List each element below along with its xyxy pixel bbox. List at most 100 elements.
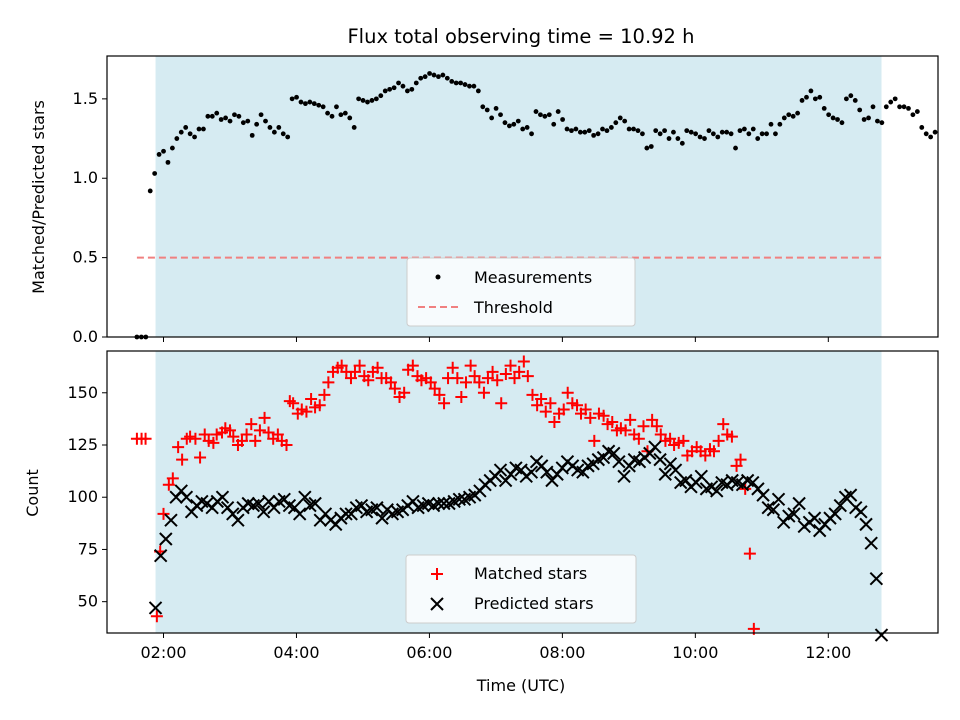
measurement-point [591,132,597,138]
measurement-point [236,113,242,119]
measurement-point [617,115,623,121]
measurement-point [475,88,481,94]
measurement-point [906,105,911,111]
matched-star-point [176,453,189,466]
matched-star-point [739,482,752,495]
measurement-point [320,104,326,110]
matched-star-point [495,397,508,410]
matched-star-point [139,432,152,445]
measurement-point [719,129,725,135]
measurement-point [817,94,823,100]
matched-star-point [353,359,366,372]
measurement-point [458,80,464,86]
measurement-point [520,126,526,132]
measurement-point [316,102,322,108]
measurement-point [280,131,286,137]
matched-star-point [531,399,544,412]
matched-star-point [388,382,401,395]
measurement-point [152,171,158,176]
predicted-star-point [215,490,230,504]
matched-star-point [486,365,499,378]
matched-legend-label: Matched stars [474,564,587,583]
measurement-point [373,96,379,102]
measurement-point [901,104,907,110]
time-x-axis-label: Time (UTC) [476,676,565,695]
measurement-point [351,125,357,130]
measurement-point [506,123,512,129]
measurement-point [196,126,202,132]
predicted-star-point [617,469,631,484]
measurement-point [245,118,251,124]
matched-star-point [579,403,592,416]
ratio-legend: Measurements Threshold [406,257,636,327]
matched-star-point [424,376,437,389]
measurements-legend-marker [435,274,441,280]
matched-star-point [271,428,284,441]
matched-star-point [451,372,464,385]
measurement-point [892,96,898,102]
measurement-point [271,129,277,135]
matched-star-point [198,428,211,441]
measurement-point [382,88,388,94]
predicted-star-point [431,496,446,511]
matched-star-point [513,365,526,378]
matched-star-point [207,436,220,449]
matched-star-point [446,361,459,374]
ratio-panel-frame [106,55,939,338]
matched-star-point [521,370,534,383]
measurement-point [555,109,561,114]
measurement-point [444,75,450,81]
measurement-point [764,131,769,137]
chart-title: Flux total observing time = 10.92 h [347,25,694,48]
matched-star-point [677,434,690,447]
measurement-point [861,117,867,122]
measurement-point [839,120,845,126]
matched-star-point [245,418,258,431]
predicted-star-point [437,496,451,511]
predicted-star-points [148,440,889,642]
measurement-point [586,128,592,134]
matched-star-point [561,386,574,399]
matched-star-point [624,413,637,426]
predicted-star-point [292,507,307,521]
measurement-point [821,105,827,111]
time-x-tick-label: 02:00 [140,643,186,662]
time-x-tick-label: 12:00 [805,643,851,662]
measurement-point [573,126,579,132]
measurement-point [613,120,619,126]
measurement-point [254,121,260,127]
measurement-point [387,86,393,92]
measurement-point [369,98,375,103]
count-y-axis-label: Count [23,469,42,517]
matched-star-point [539,405,552,418]
measurement-point [365,99,370,105]
count-legend-box [405,554,637,624]
matched-star-point [235,434,248,447]
measurement-point [626,126,632,132]
measurement-point [897,104,903,110]
measurement-point [396,80,401,86]
predicted-star-point [828,507,842,521]
measurement-point [759,131,765,137]
measurement-point [644,145,650,151]
predicted-star-point [807,511,822,525]
measurement-point [569,128,574,134]
measurement-point [325,110,330,116]
matched-star-point [499,367,512,380]
ratio-y-tick-label: 1.5 [73,89,98,108]
count-y-tick-label: 75 [78,539,98,558]
matched-star-point [398,386,411,399]
predicted-star-point [874,628,889,642]
measurement-point [684,128,690,134]
measurement-point [223,115,229,121]
measurement-point [826,112,832,118]
measurement-point [529,131,534,137]
matched-legend-marker [431,568,443,580]
predicted-star-point [792,496,806,511]
predicted-star-point [452,492,467,507]
predicted-star-point [864,536,878,550]
measurements-legend-label: Measurements [474,268,592,287]
predicted-star-point [859,517,873,532]
measurement-point [635,128,641,134]
measurement-point [480,104,486,110]
